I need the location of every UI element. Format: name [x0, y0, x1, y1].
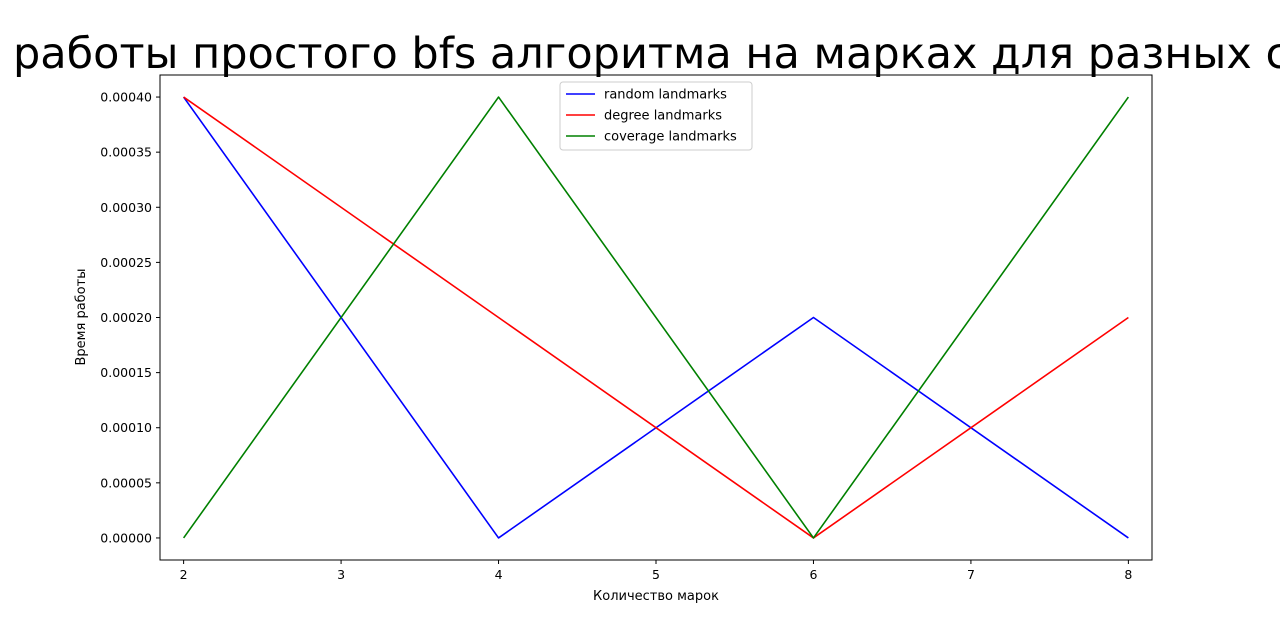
legend-label: degree landmarks	[604, 109, 722, 124]
y-tick-label: 0.00030	[100, 200, 152, 215]
y-tick-label: 0.00005	[100, 475, 152, 490]
x-axis: 2 3 4 5 6 7 8	[180, 560, 1132, 582]
y-tick-label: 0.00020	[100, 310, 152, 325]
series-line-coverage-landmarks	[182, 96, 1130, 539]
x-tick-label: 5	[652, 567, 660, 582]
y-tick-label: 0.00010	[100, 420, 152, 435]
x-tick-label: 4	[495, 567, 503, 582]
x-tick-label: 3	[337, 567, 345, 582]
y-axis: 0.00000 0.00005 0.00010 0.00015 0.00020 0.000…	[100, 90, 160, 545]
series-layer	[182, 96, 1130, 539]
x-tick-label: 2	[180, 567, 188, 582]
x-tick-label: 6	[809, 567, 817, 582]
y-tick-label: 0.00000	[100, 530, 152, 545]
legend-label: coverage landmarks	[604, 130, 737, 145]
y-tick-label: 0.00035	[100, 145, 152, 160]
legend-box	[559, 81, 753, 151]
x-tick-label: 7	[967, 567, 975, 582]
y-tick-label: 0.00015	[100, 365, 152, 380]
x-tick-label: 8	[1124, 567, 1132, 582]
legend-label: random landmarks	[604, 88, 727, 103]
y-axis-label: Время работы	[74, 269, 89, 366]
legend: random landmarks degree landmarks coverage…	[559, 81, 753, 151]
chart-title: работы простого bfs алгоритма на марках …	[13, 29, 1280, 79]
y-tick-label: 0.00025	[100, 255, 152, 270]
x-axis-label: Количество марок	[593, 589, 719, 604]
y-tick-label: 0.00040	[100, 90, 152, 105]
